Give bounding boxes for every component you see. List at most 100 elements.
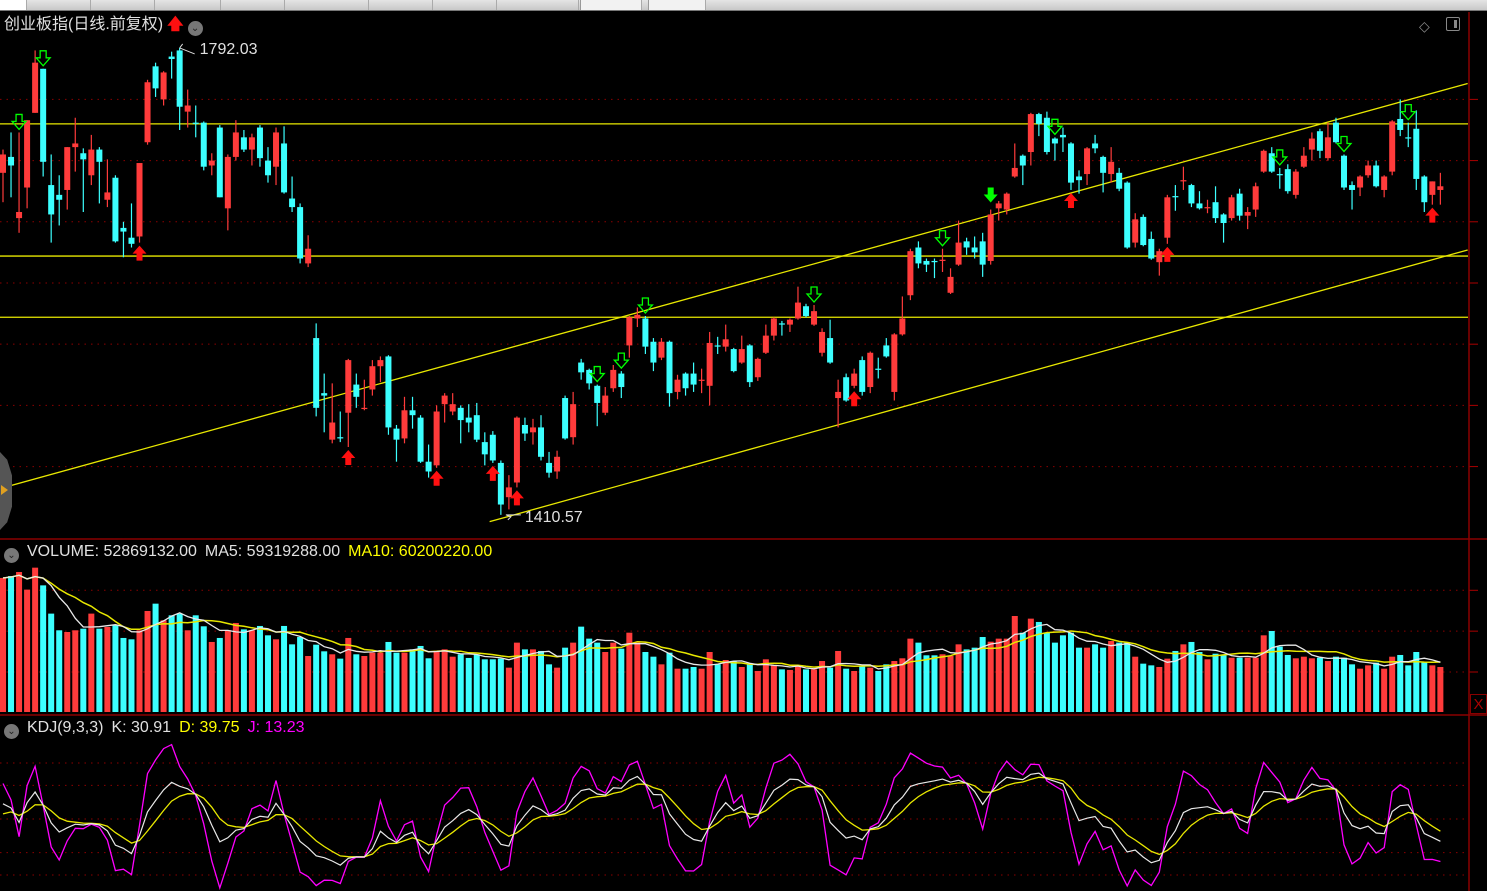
sell-signal-arrow bbox=[1271, 149, 1289, 166]
candle-body bbox=[1397, 118, 1404, 130]
candle-body bbox=[1116, 172, 1123, 189]
candle-body bbox=[96, 149, 103, 162]
volume-bar bbox=[48, 613, 55, 712]
candle-body bbox=[794, 302, 801, 319]
chevron-down-circle-icon[interactable]: ⌄ bbox=[4, 724, 19, 739]
left-panel-grip[interactable] bbox=[0, 452, 12, 530]
menu-tab[interactable] bbox=[90, 0, 155, 10]
candle bbox=[714, 336, 721, 354]
panel-toggle-icon[interactable] bbox=[1446, 17, 1460, 31]
chevron-down-circle-icon[interactable]: ⌄ bbox=[187, 21, 203, 36]
candle bbox=[867, 351, 874, 394]
candle-body bbox=[88, 149, 95, 176]
volume-bar bbox=[554, 667, 561, 712]
volume-bar bbox=[273, 639, 280, 712]
candle-body bbox=[160, 72, 167, 100]
candle-body bbox=[64, 147, 71, 190]
volume-bar bbox=[610, 642, 617, 712]
candle bbox=[160, 71, 167, 106]
candle-body bbox=[264, 160, 271, 176]
candle-body bbox=[947, 276, 954, 293]
menu-tab-highlighted[interactable] bbox=[648, 0, 706, 10]
volume-bar bbox=[835, 650, 842, 712]
candle bbox=[1437, 172, 1444, 205]
candle-body bbox=[1059, 134, 1066, 138]
menu-tab[interactable] bbox=[26, 0, 91, 10]
candle-body bbox=[1228, 197, 1235, 219]
candle bbox=[16, 132, 23, 233]
candle-body bbox=[24, 120, 31, 188]
candle bbox=[24, 120, 31, 209]
candle-body bbox=[441, 395, 448, 405]
candle bbox=[1236, 188, 1243, 221]
candle-body bbox=[1437, 186, 1444, 190]
candle-body bbox=[152, 66, 159, 89]
candle-body bbox=[803, 306, 809, 317]
candle-body bbox=[401, 410, 408, 439]
grid-lines bbox=[0, 98, 1478, 876]
menu-tab[interactable] bbox=[0, 0, 27, 10]
volume-bar bbox=[811, 669, 818, 712]
candle-body bbox=[658, 341, 665, 358]
candle-body bbox=[104, 192, 111, 200]
candle bbox=[891, 333, 898, 401]
candle bbox=[1003, 192, 1010, 215]
candle bbox=[409, 396, 416, 429]
candle bbox=[963, 237, 970, 255]
top-menu-bar bbox=[0, 0, 1487, 11]
signal-markers bbox=[10, 50, 1440, 506]
volume-bar bbox=[1413, 652, 1420, 712]
candle-body bbox=[521, 424, 528, 434]
menu-tab-highlighted[interactable] bbox=[580, 0, 642, 10]
volume-bar bbox=[361, 656, 368, 712]
candle bbox=[248, 133, 255, 166]
volume-bar bbox=[947, 656, 954, 712]
menu-tab[interactable] bbox=[432, 0, 497, 10]
candle-body bbox=[819, 331, 826, 353]
candle bbox=[1076, 170, 1083, 194]
candle bbox=[923, 258, 930, 272]
volume-bar bbox=[1011, 616, 1018, 712]
candle bbox=[48, 154, 55, 243]
candle-body bbox=[1421, 176, 1428, 203]
candle-body bbox=[1132, 219, 1139, 243]
volume-bar bbox=[658, 664, 665, 712]
candle bbox=[1284, 164, 1291, 194]
candle-body bbox=[473, 415, 480, 440]
candle-body bbox=[1365, 165, 1372, 176]
menu-tab[interactable] bbox=[154, 0, 221, 10]
volume-bar bbox=[1212, 653, 1219, 712]
menu-tab[interactable] bbox=[284, 0, 369, 10]
candle bbox=[1132, 213, 1139, 248]
menu-tab[interactable] bbox=[220, 0, 285, 10]
candle-body bbox=[1092, 143, 1099, 149]
volume-bar bbox=[497, 658, 504, 712]
candle bbox=[819, 328, 826, 357]
volume-ma5-line bbox=[2, 574, 1441, 670]
menu-tab[interactable] bbox=[496, 0, 579, 10]
volume-bar bbox=[457, 654, 464, 712]
diamond-icon[interactable]: ◇ bbox=[1419, 18, 1430, 34]
volume-bar bbox=[626, 632, 633, 712]
candle bbox=[1357, 175, 1364, 197]
volume-bar bbox=[1156, 666, 1163, 712]
close-indicator-button[interactable]: X bbox=[1470, 694, 1487, 714]
candle bbox=[1212, 186, 1219, 224]
candle-body bbox=[546, 462, 553, 473]
menu-tab[interactable] bbox=[368, 0, 433, 10]
candle-body bbox=[554, 456, 561, 472]
candle bbox=[971, 236, 978, 259]
chevron-down-circle-icon[interactable]: ⌄ bbox=[4, 548, 19, 563]
extreme-markers bbox=[179, 43, 521, 521]
candle bbox=[931, 258, 938, 279]
candle bbox=[1332, 117, 1339, 144]
candle-body bbox=[1220, 214, 1227, 224]
candle bbox=[1172, 185, 1179, 211]
candle bbox=[835, 379, 842, 428]
candle bbox=[273, 127, 280, 186]
volume-bar bbox=[594, 642, 601, 712]
volume-bar bbox=[1108, 641, 1115, 712]
candle bbox=[321, 373, 328, 433]
kdj-k-line bbox=[2, 772, 1441, 866]
